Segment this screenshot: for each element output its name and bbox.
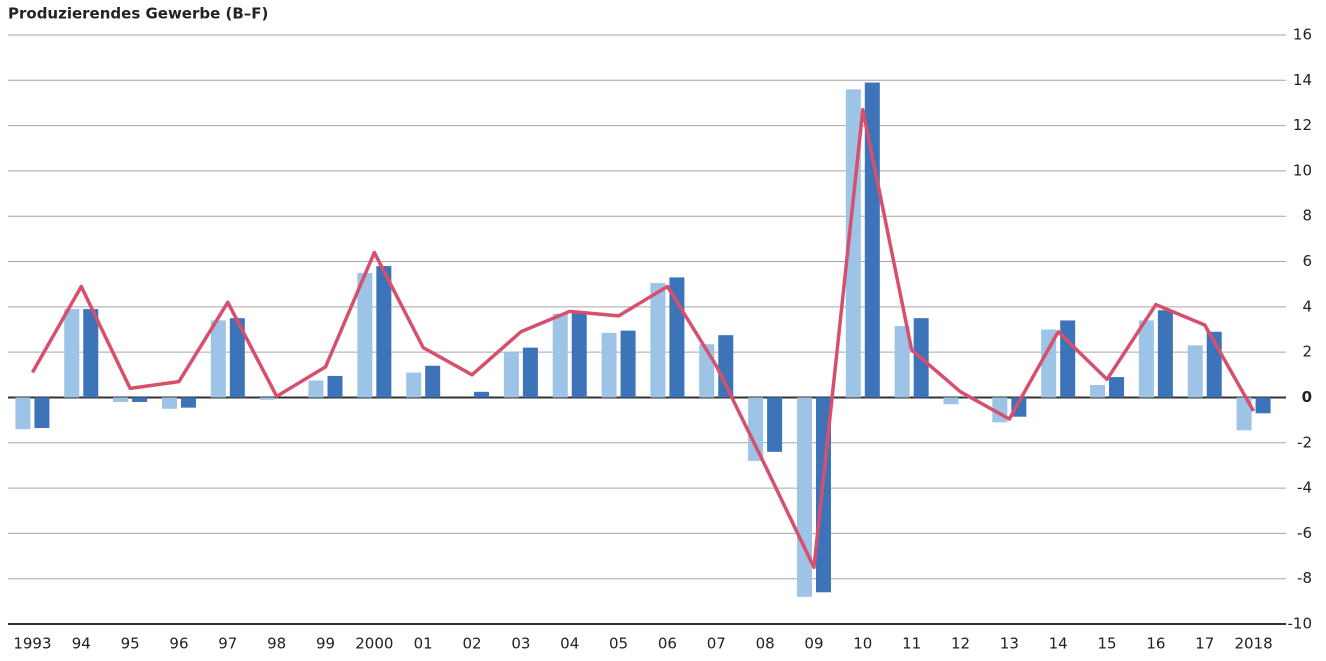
bar	[327, 375, 343, 398]
x-tick-label: 14	[1049, 635, 1068, 653]
y-tick-label: -10	[1288, 615, 1313, 633]
y-tick-label: 2	[1302, 343, 1312, 361]
bar	[1157, 310, 1173, 398]
x-tick-label: 13	[1000, 635, 1019, 653]
bar	[748, 397, 764, 461]
bar	[1090, 385, 1106, 398]
bar	[522, 347, 538, 398]
y-tick-label: -4	[1297, 479, 1312, 497]
bar	[796, 397, 812, 597]
bar	[308, 380, 324, 398]
bar	[15, 397, 31, 430]
x-tick-label: 99	[316, 635, 335, 653]
x-tick-label: 2018	[1234, 635, 1272, 653]
bar	[406, 372, 422, 398]
x-tick-label: 94	[72, 635, 91, 653]
bar	[1060, 320, 1076, 398]
x-tick-label: 07	[707, 635, 726, 653]
bar	[718, 335, 734, 398]
y-tick-label: -2	[1297, 433, 1312, 451]
bar	[571, 311, 587, 398]
bar	[767, 397, 783, 452]
bar	[357, 272, 373, 398]
x-tick-label: 04	[560, 635, 579, 653]
y-tick-label: 6	[1302, 252, 1312, 270]
x-tick-label: 2000	[355, 635, 393, 653]
x-tick-label: 16	[1146, 635, 1165, 653]
x-tick-label: 95	[121, 635, 140, 653]
bar	[34, 397, 50, 429]
bar	[1187, 345, 1203, 398]
bar	[83, 309, 99, 398]
x-tick-label: 1993	[13, 635, 51, 653]
bar	[259, 397, 275, 400]
line	[30, 108, 1256, 570]
x-tick-label: 98	[267, 635, 286, 653]
bar	[1109, 377, 1125, 398]
x-tick-label: 97	[218, 635, 237, 653]
bar	[552, 313, 568, 398]
y-tick-label: 14	[1293, 71, 1312, 89]
x-tick-label: 17	[1195, 635, 1214, 653]
x-tick-label: 01	[414, 635, 433, 653]
bar	[1255, 397, 1271, 414]
y-tick-label: 12	[1293, 116, 1312, 134]
x-tick-label: 11	[902, 635, 921, 653]
bar	[425, 365, 441, 398]
x-tick-label: 10	[853, 635, 872, 653]
bar	[864, 82, 880, 398]
x-tick-label: 12	[951, 635, 970, 653]
chart-title: Produzierendes Gewerbe (B–F)	[8, 5, 268, 23]
bar	[1236, 397, 1252, 431]
bar	[650, 283, 666, 398]
x-tick-label: 96	[169, 635, 188, 653]
bar	[64, 309, 80, 398]
x-tick-label: 09	[804, 635, 823, 653]
y-tick-label: 10	[1293, 161, 1312, 179]
bar	[210, 320, 226, 398]
bar	[229, 318, 245, 398]
bar	[1138, 320, 1154, 398]
bar	[503, 352, 519, 398]
bar	[894, 326, 910, 398]
x-tick-label: 08	[756, 635, 775, 653]
y-tick-label: 16	[1293, 26, 1312, 44]
y-tick-label: -6	[1297, 524, 1312, 542]
bar	[180, 397, 196, 408]
bar	[620, 330, 636, 398]
bar	[601, 332, 617, 398]
y-tick-label: 4	[1302, 297, 1312, 315]
x-tick-label: 15	[1097, 635, 1116, 653]
bar	[1041, 329, 1057, 398]
x-tick-label: 02	[462, 635, 481, 653]
y-tick-label: 0	[1302, 388, 1312, 406]
bar	[113, 397, 129, 402]
x-tick-label: 03	[511, 635, 530, 653]
bar	[376, 266, 392, 398]
x-tick-label: 05	[609, 635, 628, 653]
bar	[161, 397, 177, 409]
bar	[132, 397, 148, 402]
y-tick-label: 8	[1302, 207, 1312, 225]
y-tick-label: -8	[1297, 569, 1312, 587]
bar	[943, 397, 959, 405]
bar	[474, 391, 490, 398]
x-tick-label: 06	[658, 635, 677, 653]
